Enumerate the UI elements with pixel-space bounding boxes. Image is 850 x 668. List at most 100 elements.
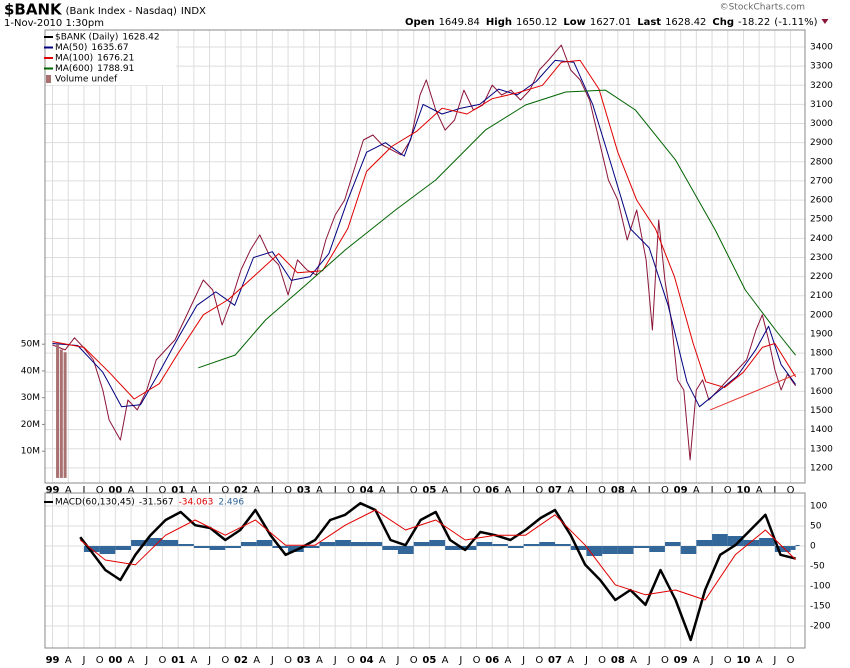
x-tick-label: A: [567, 655, 574, 666]
x-tick-label: O: [661, 655, 669, 666]
x-tick-label: 04: [360, 655, 374, 666]
bar: [492, 544, 508, 546]
series-line: [52, 44, 797, 461]
x-tick-label: 01: [171, 485, 185, 496]
quote-label: Chg: [712, 17, 734, 28]
legend-value: 1635.67: [91, 43, 128, 53]
bar: [476, 542, 493, 546]
x-tick-label: A: [630, 485, 637, 496]
bar: [319, 542, 336, 546]
subtitle: (Bank Index - Nasdaq): [66, 6, 177, 17]
x-tick-label: J: [521, 485, 525, 496]
x-tick-label: A: [128, 655, 135, 666]
x-tick-label: A: [190, 485, 197, 496]
x-tick-label: A: [316, 485, 323, 496]
quote-value: 1627.01: [590, 17, 631, 28]
x-tick-label: J: [710, 655, 714, 666]
bar: [162, 540, 179, 546]
y-tick-label: 2200: [810, 272, 833, 282]
x-tick-label: 06: [485, 485, 499, 496]
legend-label: Volume undef: [55, 75, 118, 85]
legend-value: 1788.91: [97, 64, 134, 74]
quote-label: Last: [637, 17, 661, 28]
x-tick-label: A: [442, 655, 449, 666]
y-tick-label: 3300: [810, 62, 833, 72]
x-tick-label: O: [535, 485, 543, 496]
bar: [617, 546, 634, 554]
x-tick-label: A: [693, 655, 700, 666]
bar: [743, 540, 760, 546]
bar: [63, 352, 67, 478]
x-tick-label: 99: [46, 485, 60, 496]
bar: [460, 546, 477, 550]
source: ©StockCharts.com: [720, 3, 805, 13]
quote-value: 1628.42: [665, 17, 706, 28]
plot-area: [45, 493, 805, 648]
trendline: [709, 374, 796, 411]
series-line: [52, 59, 797, 400]
bar: [59, 349, 63, 478]
bar: [225, 546, 241, 548]
y-tick-label: 2000: [810, 310, 833, 320]
quote-label: High: [486, 17, 512, 28]
y-tick-label: 1600: [810, 387, 833, 397]
y-tick-label: 2600: [810, 196, 833, 206]
x-tick-label: A: [504, 485, 511, 496]
bar: [146, 538, 163, 546]
x-tick-label: J: [81, 655, 85, 666]
bar: [240, 542, 257, 546]
x-tick-label: 03: [297, 655, 311, 666]
quote-label: Low: [563, 17, 585, 28]
bar: [570, 546, 587, 550]
x-tick-label: 09: [674, 655, 688, 666]
x-tick-label: A: [379, 485, 386, 496]
x-tick-label: J: [647, 485, 651, 496]
bar: [178, 544, 194, 546]
bar: [56, 344, 60, 478]
quote-value: -18.22: [738, 17, 770, 28]
series-group: [79, 501, 800, 642]
down-arrow: [821, 19, 829, 24]
bar: [602, 546, 618, 554]
y-tick-label: 2700: [810, 176, 833, 186]
bar: [397, 546, 414, 554]
y-tick-label: 1200: [810, 463, 833, 473]
y-tick-label: 0: [810, 542, 816, 552]
x-tick-label: J: [144, 655, 148, 666]
x-tick-label: O: [598, 485, 606, 496]
y-tick-label: -200: [810, 622, 831, 632]
x-tick-label: O: [159, 655, 167, 666]
bar: [99, 546, 116, 554]
y2-tick-label: 50M: [21, 340, 40, 350]
bar: [680, 546, 697, 554]
bar: [507, 546, 524, 548]
y-tick-label: 3400: [810, 43, 833, 53]
y2-tick-label: 30M: [21, 393, 40, 403]
bar: [712, 534, 728, 546]
x-tick-label: O: [473, 655, 481, 666]
x-tick-label: 08: [611, 655, 625, 666]
plot-frame: [44, 29, 806, 484]
y-tick-label: -50: [810, 562, 825, 572]
x-tick-label: A: [65, 485, 72, 496]
quote-value: 1650.12: [516, 17, 557, 28]
x-tick-label: 01: [171, 655, 185, 666]
x-tick-label: J: [81, 485, 85, 496]
x-tick-label: A: [128, 485, 135, 496]
y-tick-label: 2400: [810, 234, 833, 244]
x-tick-label: J: [458, 485, 462, 496]
x-tick-label: O: [787, 485, 795, 496]
x-tick-label: O: [535, 655, 543, 666]
y-tick-label: 3200: [810, 81, 833, 91]
x-tick-label: O: [284, 655, 292, 666]
x-tick-label: 02: [234, 655, 248, 666]
x-tick-label: A: [253, 655, 260, 666]
bar: [790, 546, 796, 550]
y-tick-label: 3000: [810, 119, 833, 129]
x-tick-label: J: [333, 655, 337, 666]
series-line: [79, 509, 796, 601]
x-tick-label: J: [772, 655, 776, 666]
bar: [664, 542, 681, 546]
